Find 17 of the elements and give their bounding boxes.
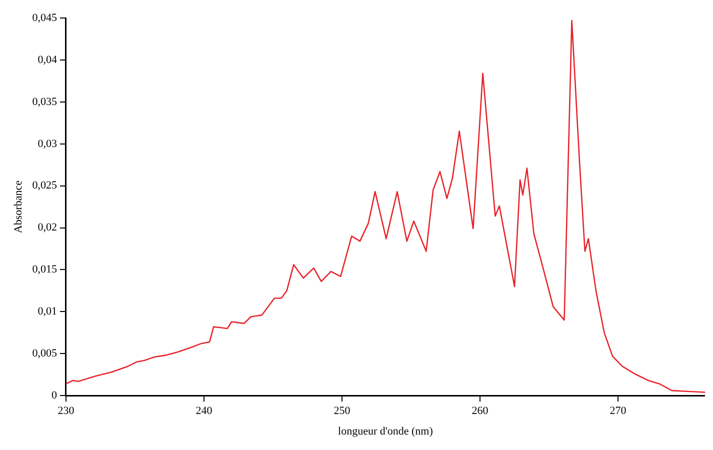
x-tick-label: 250	[334, 405, 351, 418]
x-tick-label: 270	[610, 405, 627, 418]
y-tick-label: 0,035	[32, 96, 58, 108]
y-tick-label: 0,02	[38, 222, 57, 234]
x-tick-label: 240	[196, 405, 213, 418]
y-tick-label: 0,015	[32, 264, 58, 276]
y-tick-label: 0	[51, 389, 58, 402]
y-tick-label: 0,01	[38, 306, 57, 318]
y-tick-label: 0,03	[38, 138, 58, 150]
y-tick-label: 0,04	[38, 54, 58, 66]
x-tick-label: 260	[472, 405, 489, 418]
y-tick-label: 0,025	[32, 180, 58, 192]
y-tick-label: 0,005	[32, 348, 58, 360]
x-axis-title: longueur d'onde (nm)	[338, 425, 434, 438]
y-axis-title: Absorbance	[12, 180, 24, 234]
y-tick-label: 0,045	[32, 12, 58, 24]
x-tick-label: 230	[58, 405, 75, 418]
